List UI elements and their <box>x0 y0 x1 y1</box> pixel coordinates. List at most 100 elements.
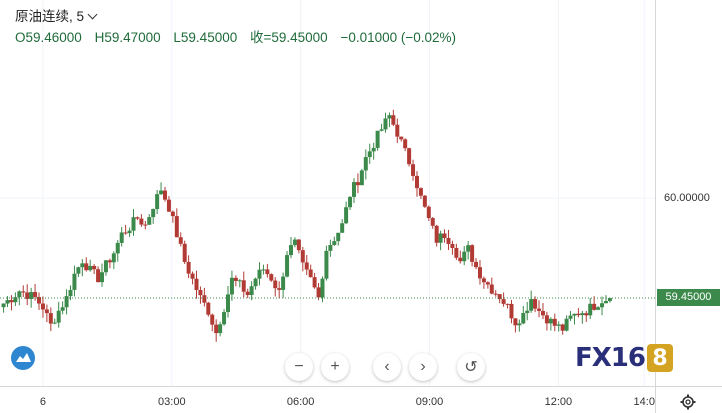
candle-body <box>414 175 419 189</box>
close-value: 收=59.45000 <box>250 30 328 45</box>
candle-body <box>418 188 423 196</box>
current-price-tag: 59.45000 <box>657 289 720 306</box>
candle-body <box>166 199 171 212</box>
candle-body <box>300 250 305 263</box>
candle-body <box>273 280 278 289</box>
candle-body <box>328 245 333 251</box>
candle-body <box>426 206 431 219</box>
candle-body <box>304 262 309 270</box>
candle-body <box>454 248 459 258</box>
candle-body <box>115 242 120 254</box>
candle-body <box>68 289 73 297</box>
zoom-in-button[interactable]: + <box>321 353 349 381</box>
candle-body <box>174 216 179 238</box>
candle-body <box>411 164 416 176</box>
candle-body <box>387 115 392 119</box>
candle-body <box>17 291 22 298</box>
candle-body <box>33 292 38 298</box>
candle-body <box>501 299 506 304</box>
candle-body <box>107 260 112 263</box>
candle-body <box>422 195 427 207</box>
reset-chart-button[interactable]: ↺ <box>457 353 485 381</box>
candle-body <box>135 217 140 219</box>
candle-body <box>163 190 168 200</box>
candle-body <box>245 291 250 296</box>
candle-body <box>344 207 349 224</box>
candle-body <box>269 274 274 281</box>
candle-body <box>194 278 199 290</box>
fx168-logo: FX16 8 <box>575 343 673 373</box>
candle-body <box>485 282 490 285</box>
candle-body <box>391 115 396 125</box>
candle-body <box>359 170 364 186</box>
symbol-row[interactable]: 原油连续, 5 <box>15 6 465 27</box>
candle-body <box>481 278 486 283</box>
candle-body <box>596 307 601 310</box>
candle-body <box>607 298 612 302</box>
candle-body <box>588 303 593 316</box>
candle-body <box>186 261 191 274</box>
candle-body <box>21 291 26 293</box>
candle-body <box>9 300 14 303</box>
candle-body <box>241 280 246 292</box>
candle-body <box>143 224 148 226</box>
ohlc-values: O59.46000 H59.47000 L59.45000 收=59.45000… <box>15 27 465 48</box>
candle-body <box>466 245 471 252</box>
candle-body <box>603 301 608 304</box>
cloud-icon[interactable] <box>8 345 38 371</box>
candle-body <box>312 277 317 288</box>
candle-body <box>151 209 156 218</box>
zoom-out-button[interactable]: − <box>285 353 313 381</box>
candle-body <box>265 269 270 275</box>
candle-body <box>375 130 380 148</box>
change-value: −0.01000 (−0.02%) <box>340 30 457 45</box>
candle-body <box>76 267 81 274</box>
candle-body <box>60 307 65 311</box>
candle-body <box>253 278 258 287</box>
scroll-left-button[interactable]: ‹ <box>373 353 401 381</box>
candle-body <box>198 289 203 296</box>
candle-body <box>103 260 108 273</box>
candle-body <box>80 263 85 268</box>
candle-body <box>229 277 234 295</box>
candle-body <box>533 299 538 309</box>
candle-body <box>131 217 136 231</box>
candle-body <box>489 284 494 294</box>
candle-body <box>395 124 400 137</box>
candle-body <box>288 245 293 256</box>
candle-body <box>367 151 372 158</box>
candle-body <box>560 324 565 331</box>
open-value: O59.46000 <box>15 30 82 45</box>
gear-icon[interactable] <box>680 394 696 410</box>
legend: 原油连续, 5 O59.46000 H59.47000 L59.45000 收=… <box>15 6 465 48</box>
candle-body <box>529 299 534 311</box>
candle-body <box>430 218 435 226</box>
candle-body <box>505 303 510 305</box>
candle-body <box>147 217 152 225</box>
candle-body <box>210 314 215 325</box>
candle-body <box>52 322 57 324</box>
candle-body <box>509 303 514 319</box>
candle-body <box>123 232 128 234</box>
x-tick-label: 09:00 <box>415 396 444 408</box>
candle-body <box>25 292 30 299</box>
candle-body <box>336 232 341 242</box>
candle-body <box>348 196 353 208</box>
candle-body <box>462 251 467 262</box>
candle-body <box>72 273 77 290</box>
scroll-right-button[interactable]: › <box>409 353 437 381</box>
candle-body <box>5 300 10 304</box>
candle-body <box>159 190 164 195</box>
symbol-name: 原油连续 <box>15 9 69 24</box>
candle-body <box>40 303 45 310</box>
candle-body <box>139 218 144 225</box>
candle-body <box>320 278 325 298</box>
candle-body <box>351 182 356 197</box>
candle-body <box>355 182 360 186</box>
candle-body <box>470 245 475 262</box>
candle-body <box>277 288 282 290</box>
candle-body <box>540 310 545 316</box>
chevron-down-icon[interactable] <box>87 9 98 20</box>
